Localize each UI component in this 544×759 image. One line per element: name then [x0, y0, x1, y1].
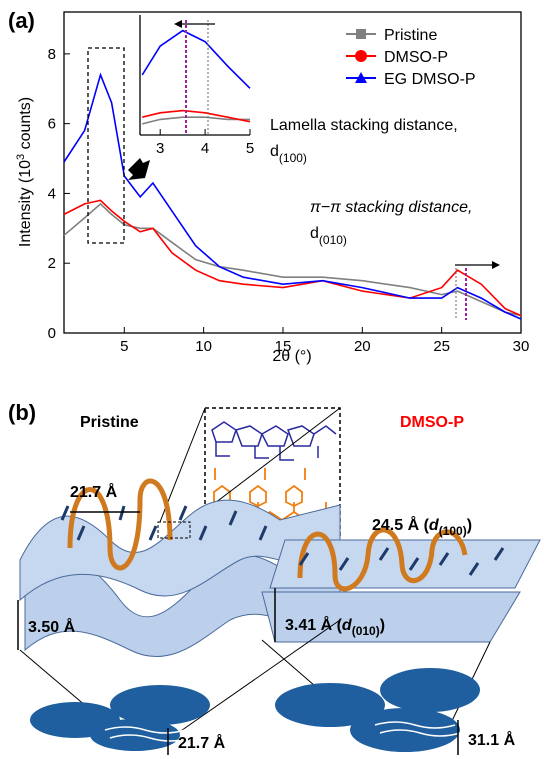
y-tick-label: 4: [48, 185, 56, 202]
spacing-label: 24.5 Å (d(100)): [372, 515, 472, 538]
plot-frame: [63, 11, 522, 334]
sheet: [269, 539, 541, 589]
label-symbol: d: [429, 517, 440, 534]
x-tick-label: 20: [354, 338, 371, 355]
x-tick-label: 4: [201, 140, 209, 157]
y-label-sup: 3: [15, 154, 27, 160]
annotation-text: π−π stacking distance,: [310, 199, 472, 216]
legend-marker: [356, 29, 366, 39]
annotation: π−π stacking distance, d(010): [310, 199, 472, 247]
main-plot: 5 10 15 20 25 30 0 2 4 6 8 Pristine DMSO-P EG DMSO-P: [48, 27, 530, 355]
y-tick-label: 8: [48, 46, 56, 63]
x-tick-label: 30: [513, 338, 530, 355]
pedot-structure: [211, 421, 337, 461]
series-line: [63, 202, 522, 317]
inset-plot: 3 4 5: [141, 29, 254, 157]
stacking-label: 3.50 Å: [28, 617, 76, 636]
y-tick-label: 2: [48, 255, 56, 272]
x-tick-label: 10: [195, 338, 212, 355]
y-label-text: counts): [17, 97, 34, 154]
domain-lines: [104, 721, 461, 742]
polymer-chain: [297, 527, 468, 592]
polymer-chain: [67, 478, 173, 571]
x-tick-label: 5: [120, 338, 128, 355]
label-text: 3.41 Å (: [285, 615, 343, 634]
annotation-symbol: d: [270, 143, 279, 160]
series-line: [142, 109, 251, 123]
legend-marker: [355, 72, 367, 83]
label-pristine: Pristine: [80, 414, 139, 431]
legend-label: Pristine: [384, 27, 437, 44]
annotation-symbol: d: [310, 225, 319, 242]
x-tick-label: 5: [246, 140, 254, 157]
legend-marker: [355, 50, 367, 62]
x-tick-label: 15: [275, 338, 292, 355]
y-tick-label: 0: [48, 325, 56, 342]
legend-label: DMSO-P: [384, 49, 448, 66]
domains: [30, 668, 480, 752]
x-tick-label: 3: [156, 140, 164, 157]
label-index: (100): [439, 524, 467, 538]
y-label-text: Intensity (10: [17, 160, 34, 247]
series-line: [142, 116, 250, 125]
domain-label: 21.7 Å: [178, 733, 226, 752]
domain-label: 31.1 Å: [468, 730, 516, 749]
zoom-box: [87, 47, 125, 244]
legend-label: EG DMSO-P: [384, 71, 476, 88]
x-tick-label: 25: [433, 338, 450, 355]
x-axis-label: 2θ (°): [272, 348, 311, 365]
series-line: [63, 199, 522, 317]
dashes: [60, 505, 268, 541]
shift-arrow-head: [174, 20, 182, 28]
label-index: (010): [352, 624, 380, 638]
series-line: [141, 29, 251, 89]
shift-arrow-head: [492, 261, 500, 269]
annotation-text: Lamella stacking distance,: [270, 117, 458, 134]
panel-label: (b): [8, 400, 36, 425]
spacing-label: 21.7 Å: [70, 482, 118, 501]
label-text: ): [467, 517, 472, 534]
stacking-label: 3.41 Å (d(010)): [285, 615, 385, 638]
dashes: [298, 547, 505, 576]
zoom-arrow: [128, 158, 150, 180]
y-tick-label: 6: [48, 116, 56, 133]
annotation: Lamella stacking distance, d(100): [270, 117, 458, 165]
label-symbol: d: [342, 617, 353, 634]
label-dmso: DMSO-P: [400, 414, 464, 431]
panel-label: (a): [8, 8, 35, 33]
zoom-box: [157, 521, 191, 539]
funnel-lines: [19, 619, 491, 736]
annotation-index: (100): [279, 151, 307, 165]
y-axis-label: Intensity (103 counts): [15, 97, 34, 247]
label-text: 24.5 Å (: [372, 515, 430, 534]
label-text: ): [380, 617, 385, 634]
series-line: [63, 72, 522, 320]
annotation-index: (010): [319, 233, 347, 247]
